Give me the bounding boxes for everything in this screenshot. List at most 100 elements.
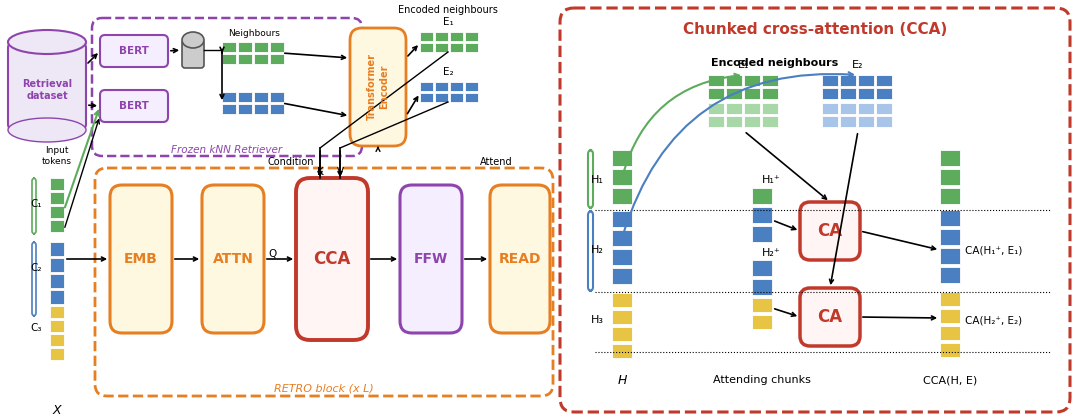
- Bar: [726, 116, 742, 127]
- Text: E₂: E₂: [852, 60, 864, 70]
- Bar: [762, 103, 778, 114]
- Text: Input
tokens: Input tokens: [42, 146, 72, 166]
- Bar: [450, 43, 463, 52]
- Text: X: X: [53, 403, 62, 416]
- Bar: [752, 260, 772, 276]
- Ellipse shape: [8, 118, 86, 142]
- Bar: [876, 116, 892, 127]
- Bar: [822, 103, 838, 114]
- Bar: [435, 32, 448, 41]
- Bar: [858, 75, 874, 86]
- Bar: [940, 248, 960, 264]
- Text: CA: CA: [818, 308, 842, 326]
- Text: Attending chunks: Attending chunks: [713, 375, 811, 385]
- Bar: [238, 104, 252, 114]
- Bar: [222, 104, 237, 114]
- Bar: [744, 103, 760, 114]
- FancyBboxPatch shape: [800, 288, 860, 346]
- FancyBboxPatch shape: [8, 42, 86, 130]
- Bar: [612, 150, 632, 166]
- Bar: [50, 178, 64, 190]
- Bar: [752, 188, 772, 204]
- Text: CCA(H, E): CCA(H, E): [923, 375, 977, 385]
- Text: Condition: Condition: [268, 157, 314, 167]
- Bar: [822, 116, 838, 127]
- Bar: [222, 54, 237, 64]
- Bar: [50, 258, 64, 272]
- Text: CA(H₂⁺, E₂): CA(H₂⁺, E₂): [966, 315, 1022, 325]
- Bar: [612, 327, 632, 341]
- Bar: [940, 150, 960, 166]
- Bar: [612, 310, 632, 324]
- Text: Encoded neighbours: Encoded neighbours: [711, 58, 838, 68]
- Text: E₁: E₁: [443, 17, 454, 27]
- Bar: [238, 92, 252, 102]
- Text: FFW: FFW: [414, 252, 448, 266]
- Bar: [708, 88, 724, 99]
- Bar: [254, 104, 268, 114]
- Bar: [752, 279, 772, 295]
- Text: H₁: H₁: [591, 175, 604, 185]
- Bar: [940, 309, 960, 323]
- Bar: [50, 306, 64, 318]
- Bar: [50, 290, 64, 304]
- Bar: [50, 192, 64, 204]
- Bar: [822, 88, 838, 99]
- Bar: [238, 42, 252, 52]
- Bar: [465, 93, 478, 102]
- Text: K: K: [316, 167, 323, 177]
- Bar: [435, 93, 448, 102]
- Bar: [726, 75, 742, 86]
- Bar: [612, 268, 632, 284]
- FancyBboxPatch shape: [100, 90, 168, 122]
- Bar: [435, 43, 448, 52]
- Bar: [708, 75, 724, 86]
- Ellipse shape: [183, 32, 204, 48]
- Text: BERT: BERT: [119, 46, 149, 56]
- Bar: [612, 211, 632, 227]
- Text: Frozen kNN Retriever: Frozen kNN Retriever: [172, 145, 283, 155]
- Bar: [858, 116, 874, 127]
- FancyBboxPatch shape: [296, 178, 368, 340]
- Bar: [752, 226, 772, 242]
- Text: READ: READ: [499, 252, 541, 266]
- Bar: [858, 103, 874, 114]
- Text: H₂⁺: H₂⁺: [762, 248, 781, 258]
- Bar: [50, 334, 64, 346]
- Bar: [465, 43, 478, 52]
- Text: Transformer
Encoder: Transformer Encoder: [367, 54, 389, 121]
- Bar: [270, 104, 284, 114]
- Bar: [465, 82, 478, 91]
- FancyBboxPatch shape: [350, 28, 406, 146]
- Text: E₂: E₂: [443, 67, 454, 77]
- Bar: [940, 210, 960, 226]
- Bar: [762, 88, 778, 99]
- Bar: [744, 116, 760, 127]
- Bar: [612, 230, 632, 246]
- Bar: [708, 116, 724, 127]
- Bar: [822, 75, 838, 86]
- Bar: [840, 103, 856, 114]
- Text: H₁⁺: H₁⁺: [762, 175, 781, 185]
- Bar: [940, 169, 960, 185]
- Bar: [420, 82, 433, 91]
- Bar: [450, 32, 463, 41]
- Bar: [858, 88, 874, 99]
- Bar: [876, 103, 892, 114]
- Bar: [752, 315, 772, 329]
- Bar: [940, 292, 960, 306]
- Text: Chunked cross-attention (CCA): Chunked cross-attention (CCA): [683, 23, 947, 37]
- Bar: [50, 242, 64, 256]
- Bar: [762, 116, 778, 127]
- Bar: [752, 298, 772, 312]
- FancyBboxPatch shape: [490, 185, 550, 333]
- Text: ATTN: ATTN: [213, 252, 254, 266]
- Bar: [238, 54, 252, 64]
- Bar: [612, 344, 632, 358]
- Bar: [254, 54, 268, 64]
- FancyBboxPatch shape: [110, 185, 172, 333]
- Bar: [270, 54, 284, 64]
- Bar: [726, 103, 742, 114]
- Text: C₁: C₁: [30, 199, 42, 209]
- Ellipse shape: [8, 30, 86, 54]
